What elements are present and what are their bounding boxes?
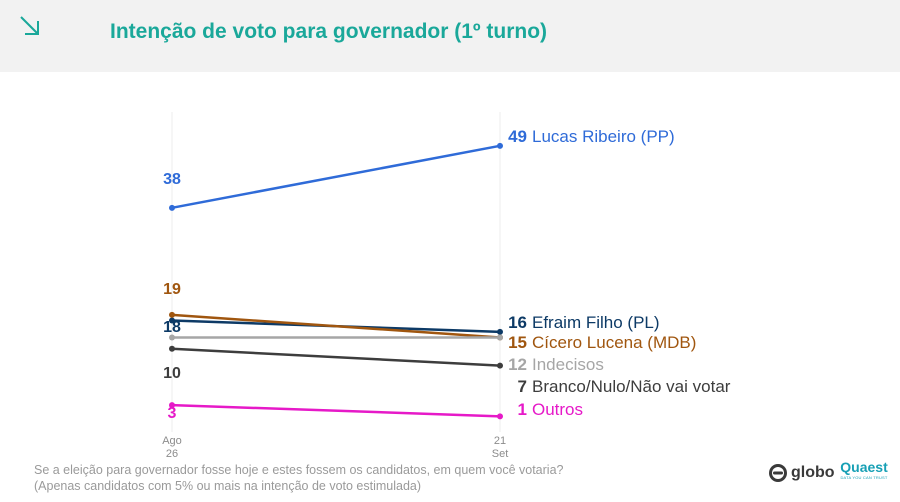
series-line-lucas-ribeiro-pp	[171, 144, 501, 210]
data-point-indecisos	[497, 334, 503, 341]
series-name-label-indecisos: Indecisos	[532, 355, 604, 374]
start-value-label-c-cero-lucena-mdb: 19	[163, 281, 181, 298]
start-value-label-efraim-filho-pl: 18	[163, 319, 181, 336]
globo-sphere-icon	[769, 464, 787, 482]
x-tick-label: 21	[494, 435, 506, 447]
series-name-label-outros: Outros	[532, 400, 583, 419]
series-line-c-cero-lucena-mdb	[171, 313, 501, 339]
series-name-label-c-cero-lucena-mdb: Cícero Lucena (MDB)	[532, 333, 696, 352]
series-name-label-lucas-ribeiro-pp: Lucas Ribeiro (PP)	[532, 127, 675, 146]
data-point-outros	[169, 402, 175, 409]
series-name-label-branco-nulo-n-o-vai-votar: Branco/Nulo/Não vai votar	[532, 377, 731, 396]
end-value-label-branco-nulo-n-o-vai-votar: 7	[518, 377, 527, 396]
header-bar: Intenção de voto para governador (1º tur…	[0, 0, 900, 72]
start-value-label-lucas-ribeiro-pp: 38	[163, 171, 181, 188]
data-point-branco-nulo-n-o-vai-votar	[497, 362, 503, 369]
start-value-label-outros: 3	[168, 405, 177, 422]
series-name-label-efraim-filho-pl: Efraim Filho (PL)	[532, 313, 660, 332]
quaest-tagline: DATA YOU CAN TRUST	[840, 475, 888, 480]
x-tick-label: Ago	[162, 435, 182, 447]
quaest-logo: Quaest DATA YOU CAN TRUST	[838, 460, 890, 480]
footnote: Se a eleição para governador fosse hoje …	[34, 463, 564, 493]
data-point-lucas-ribeiro-pp	[497, 142, 503, 149]
data-point-branco-nulo-n-o-vai-votar	[169, 345, 175, 352]
x-tick-label: 26	[166, 448, 178, 460]
globo-wordmark: globo	[791, 464, 835, 481]
data-point-c-cero-lucena-mdb	[169, 311, 175, 318]
data-point-efraim-filho-pl	[169, 317, 175, 324]
end-value-label-c-cero-lucena-mdb: 15	[508, 333, 527, 352]
data-point-efraim-filho-pl	[497, 328, 503, 335]
arrow-down-right-icon	[20, 16, 39, 35]
end-value-label-efraim-filho-pl: 16	[508, 313, 527, 332]
globo-logo: globo	[768, 462, 835, 484]
quaest-wordmark: Quaest	[840, 459, 888, 475]
series-line-branco-nulo-n-o-vai-votar	[171, 347, 501, 367]
chart-title: Intenção de voto para governador (1º tur…	[110, 20, 548, 43]
data-point-indecisos	[169, 334, 175, 341]
data-point-outros	[497, 413, 503, 420]
end-value-label-outros: 1	[518, 400, 527, 419]
series-line-outros	[171, 403, 501, 418]
data-point-lucas-ribeiro-pp	[169, 204, 175, 211]
x-tick-label: Set	[492, 448, 509, 460]
end-value-label-indecisos: 12	[508, 355, 527, 374]
start-value-label-branco-nulo-n-o-vai-votar: 10	[163, 365, 181, 382]
end-value-label-lucas-ribeiro-pp: 49	[508, 127, 527, 146]
